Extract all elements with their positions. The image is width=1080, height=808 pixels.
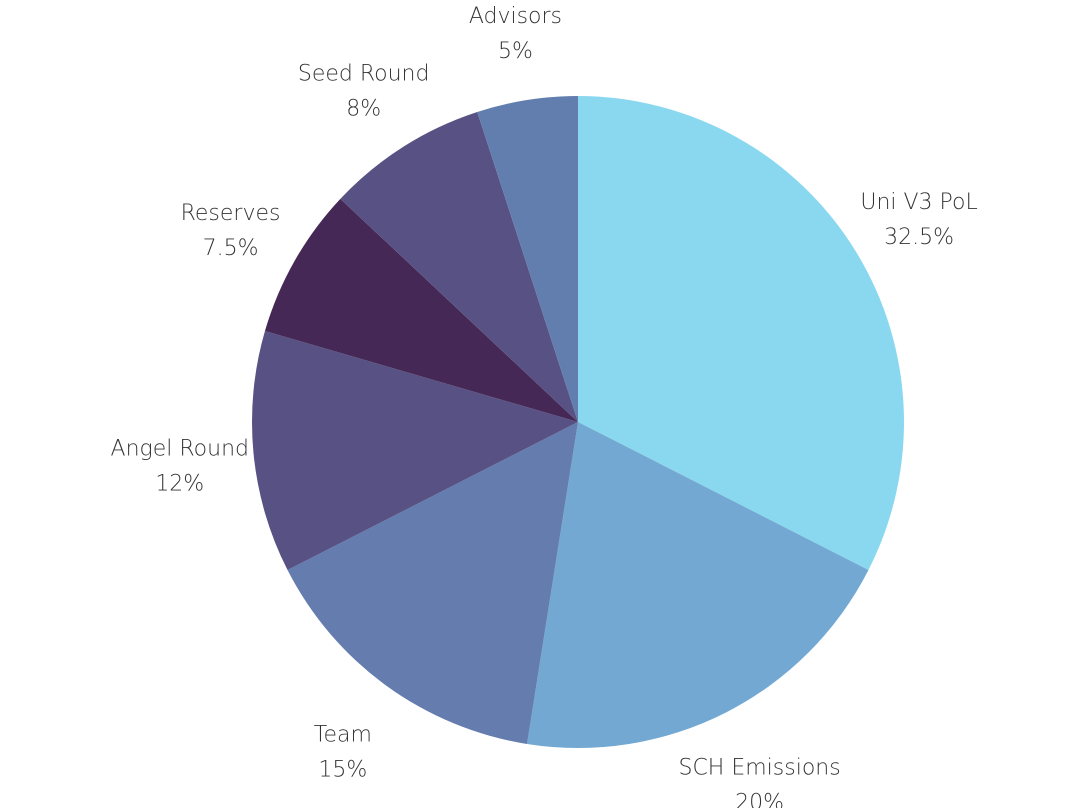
pie-slice-seed-round xyxy=(340,111,578,423)
slice-label-seed-round: Seed Round xyxy=(298,61,430,86)
slice-value-seed-round: 8% xyxy=(346,96,381,121)
slice-value-uni-v3-pol: 32.5% xyxy=(884,225,954,250)
slice-value-angel-round: 12% xyxy=(155,472,204,497)
slice-label-sch-emissions: SCH Emissions xyxy=(678,755,840,780)
slice-value-reserves: 7.5% xyxy=(203,236,259,261)
slice-value-advisors: 5% xyxy=(498,39,533,64)
slice-label-uni-v3-pol: Uni V3 PoL xyxy=(860,190,977,215)
slice-label-reserves: Reserves xyxy=(181,201,281,226)
slice-label-angel-round: Angel Round xyxy=(111,437,249,462)
pie-slices xyxy=(251,96,904,748)
pie-slice-advisors xyxy=(477,96,578,422)
slice-value-sch-emissions: 20% xyxy=(735,790,784,808)
pie-slice-team xyxy=(287,422,578,744)
slice-label-team: Team xyxy=(314,723,372,748)
pie-slice-angel-round xyxy=(251,331,578,571)
slice-label-advisors: Advisors xyxy=(469,4,562,29)
pie-slice-reserves xyxy=(264,198,578,422)
pie-labels: Uni V3 PoL 32.5% SCH Emissions 20% Team 15% An… xyxy=(111,4,978,808)
pie-slice-uni-v3-pol xyxy=(578,96,904,571)
pie-slice-sch-emissions xyxy=(527,422,869,748)
slice-value-team: 15% xyxy=(318,758,367,783)
